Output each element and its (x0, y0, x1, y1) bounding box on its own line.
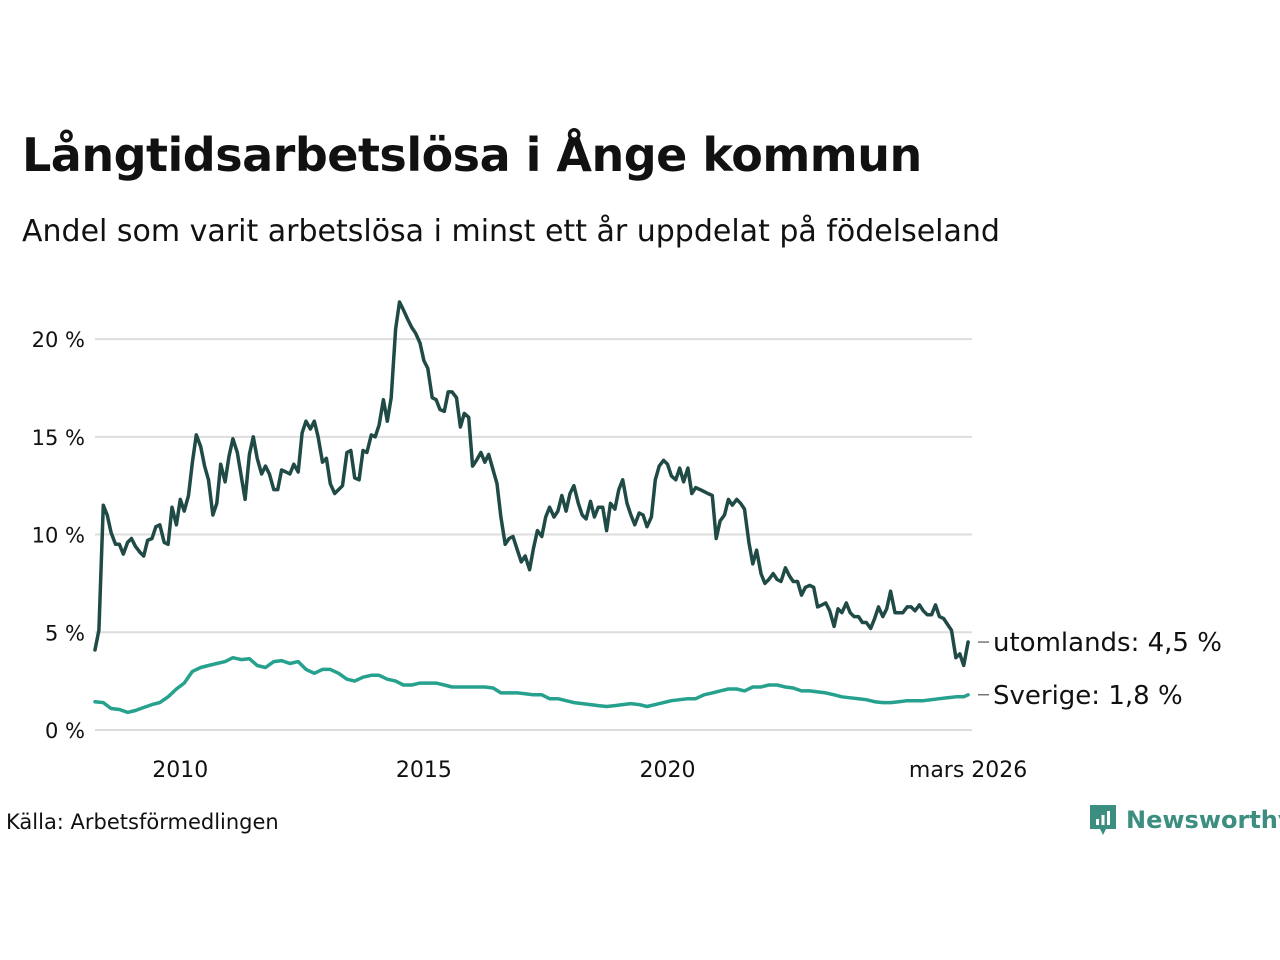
x-tick-label: mars 2026 (909, 758, 1027, 783)
series-line-sverige (93, 655, 970, 715)
chart-title: Långtidsarbetslösa i Ånge kommun (22, 128, 922, 182)
newsworthy-logo-icon (1090, 805, 1116, 835)
end-label-utomlands: utomlands: 4,5 % (993, 628, 1222, 658)
x-axis-ticks: 2010 2015 2020 mars 2026 (152, 758, 1027, 783)
y-tick-label: 5 % (45, 621, 85, 645)
y-axis-ticks: 0 % 5 % 10 % 15 % 20 % (32, 328, 85, 743)
series-line-utomlands (93, 300, 970, 668)
x-tick-label: 2010 (152, 758, 208, 783)
x-tick-label: 2015 (396, 758, 452, 783)
y-tick-label: 15 % (32, 426, 85, 450)
end-label-sverige: Sverige: 1,8 % (993, 681, 1183, 711)
series-end-labels: utomlands: 4,5 % Sverige: 1,8 % (978, 628, 1222, 711)
y-tick-label: 0 % (45, 719, 85, 743)
y-tick-label: 20 % (32, 328, 85, 352)
brand-name: Newsworthy (1126, 806, 1280, 834)
series-lines (93, 300, 970, 715)
brand-logo: Newsworthy (1088, 803, 1280, 837)
gridlines (95, 338, 972, 731)
x-tick-label: 2020 (639, 758, 695, 783)
y-tick-label: 10 % (32, 524, 85, 548)
chart-subtitle: Andel som varit arbetslösa i minst ett å… (22, 214, 1000, 249)
source-note: Källa: Arbetsförmedlingen (6, 810, 279, 834)
